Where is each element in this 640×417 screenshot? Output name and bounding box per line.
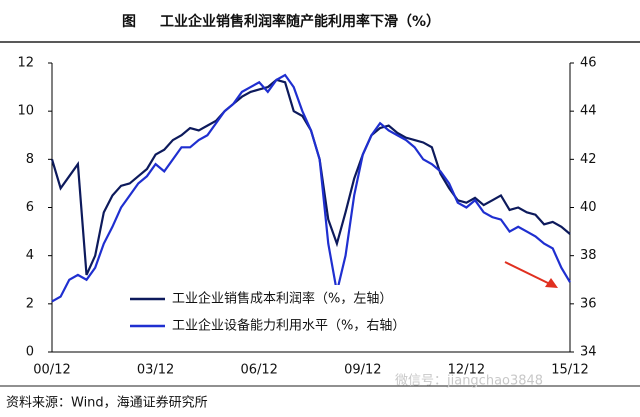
y2-tick-label: 42 xyxy=(580,152,597,167)
series-line xyxy=(51,73,571,303)
x-tick-label: 03/12 xyxy=(137,363,174,378)
x-tick-label: 09/12 xyxy=(344,363,381,378)
legend-label: 工业企业设备能力利用水平（%，右轴） xyxy=(172,318,405,334)
y-tick-label: 4 xyxy=(26,248,34,263)
chart-title: 工业企业销售利润率随产能利用率下滑（%） xyxy=(160,13,440,30)
annotation-arrow xyxy=(504,261,553,286)
watermark: 微信号：jiangchao3848 xyxy=(395,374,543,389)
y2-tick-label: 46 xyxy=(580,56,597,71)
y-tick-label: 12 xyxy=(17,56,34,71)
y2-tick-label: 38 xyxy=(580,248,597,263)
y2-tick-label: 34 xyxy=(580,345,597,360)
x-tick-label: 12/12 xyxy=(448,363,485,378)
y2-tick-label: 36 xyxy=(580,296,597,311)
source: 资料来源：Wind，海通证券研究所 xyxy=(6,395,208,411)
y-tick-label: 8 xyxy=(26,152,34,167)
series-line xyxy=(50,78,571,276)
y-tick-label: 10 xyxy=(17,104,34,119)
y-tick-label: 0 xyxy=(26,345,34,360)
annotation-arrow-head xyxy=(545,278,558,288)
y2-tick-label: 44 xyxy=(580,104,597,119)
y-tick-label: 6 xyxy=(26,200,34,215)
x-tick-label: 06/12 xyxy=(240,363,277,378)
y-tick-label: 2 xyxy=(26,296,34,311)
legend-box xyxy=(125,285,455,345)
y2-tick-label: 40 xyxy=(580,200,597,215)
chart-title-prefix: 图 xyxy=(122,14,136,30)
x-tick-label: 15/12 xyxy=(551,363,588,378)
x-tick-label: 00/12 xyxy=(33,363,70,378)
legend-label: 工业企业销售成本利润率（%，左轴） xyxy=(172,291,392,307)
